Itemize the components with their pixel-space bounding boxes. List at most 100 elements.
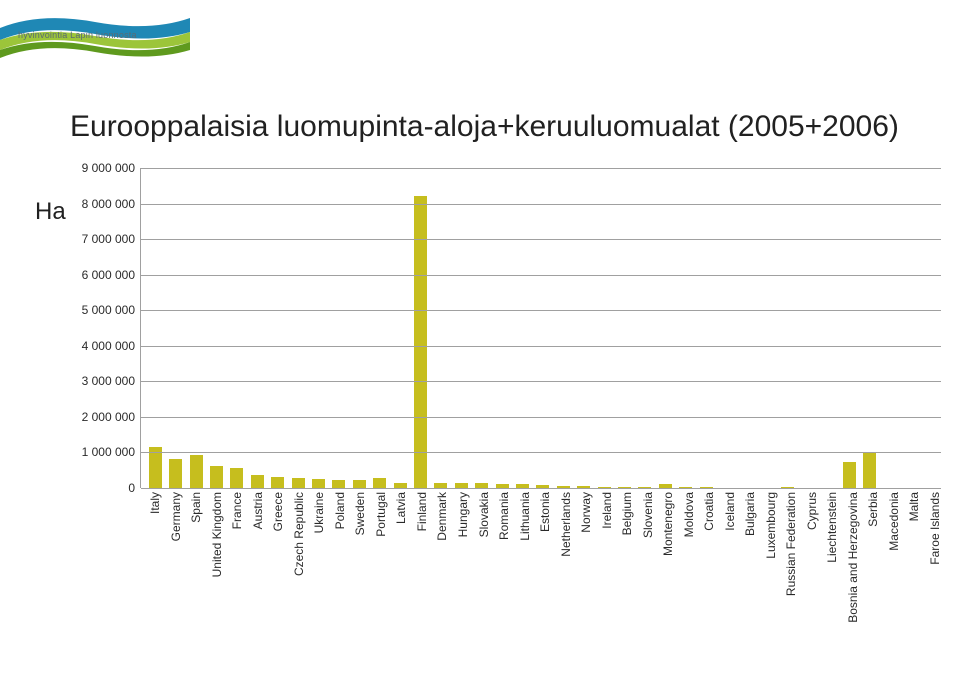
x-tick-label: Slovenia [641, 492, 655, 538]
bar-slot [288, 168, 308, 488]
bar-slot [614, 168, 634, 488]
x-tick-label: Finland [415, 492, 429, 531]
gridline [141, 381, 941, 382]
bar-slot [349, 168, 369, 488]
x-tick-label: Cyprus [805, 492, 819, 530]
bar-slot [655, 168, 675, 488]
bar-slot [696, 168, 716, 488]
bar [210, 466, 223, 488]
bar [230, 468, 243, 488]
bar [190, 455, 203, 488]
bar-slot [533, 168, 553, 488]
x-tick-label: Bosnia and Herzegovina [846, 492, 860, 623]
bar [414, 196, 427, 488]
y-tick-label: 6 000 000 [65, 268, 141, 282]
x-tick-label: Moldova [682, 492, 696, 537]
x-tick-label: Serbia [866, 492, 880, 527]
gridline [141, 417, 941, 418]
gridline [141, 346, 941, 347]
bar-slot [594, 168, 614, 488]
x-tick-label: Bulgaria [743, 492, 757, 536]
x-tick-label: Luxembourg [764, 492, 778, 559]
gridline [141, 168, 941, 169]
x-tick-label: Poland [333, 492, 347, 529]
bar-slot [900, 168, 920, 488]
slide: hyvinvointia Lapin luonnosta Eurooppalai… [0, 0, 960, 700]
bar [863, 452, 876, 488]
x-tick-label: Sweden [353, 492, 367, 535]
bar-slot [553, 168, 573, 488]
x-tick-label: Faroe Islands [928, 492, 942, 565]
y-tick-label: 2 000 000 [65, 410, 141, 424]
x-tick-label: Czech Republic [292, 492, 306, 576]
bar [251, 475, 264, 488]
x-tick-label: Lithuania [518, 492, 532, 541]
bar [843, 462, 856, 488]
bar-slot [880, 168, 900, 488]
bar-slot [410, 168, 430, 488]
bar [373, 478, 386, 488]
x-tick-label: Greece [271, 492, 285, 531]
bar-slot [451, 168, 471, 488]
bar-slot [206, 168, 226, 488]
y-axis-label: Ha [35, 198, 66, 226]
y-tick-label: 7 000 000 [65, 232, 141, 246]
x-tick-label: Iceland [723, 492, 737, 531]
bar-slot [757, 168, 777, 488]
y-tick-label: 0 [65, 481, 141, 495]
bar-slot [369, 168, 389, 488]
bar [271, 477, 284, 488]
gridline [141, 239, 941, 240]
gridline [141, 310, 941, 311]
gridline [141, 488, 941, 489]
x-tick-label: Slovakia [477, 492, 491, 537]
bar-slot [737, 168, 757, 488]
x-tick-label: Belgium [620, 492, 634, 535]
bar [353, 480, 366, 488]
x-tick-label: United Kingdom [210, 492, 224, 577]
bar-slot [574, 168, 594, 488]
x-tick-label: France [230, 492, 244, 529]
y-tick-label: 5 000 000 [65, 303, 141, 317]
bar-slot [390, 168, 410, 488]
bar-slot [329, 168, 349, 488]
x-tick-label: Liechtenstein [825, 492, 839, 563]
x-tick-label: Ireland [600, 492, 614, 529]
y-tick-label: 4 000 000 [65, 339, 141, 353]
x-tick-label: Macedonia [887, 492, 901, 551]
bar-slot [635, 168, 655, 488]
x-tick-label: Ukraine [312, 492, 326, 533]
bar [332, 480, 345, 488]
gridline [141, 275, 941, 276]
bar-slot [920, 168, 940, 488]
bar-slot [227, 168, 247, 488]
bar [312, 479, 325, 488]
bar-slot [676, 168, 696, 488]
bar [292, 478, 305, 488]
bar-slot [145, 168, 165, 488]
x-tick-label: Germany [169, 492, 183, 541]
x-tick-label: Croatia [702, 492, 716, 531]
gridline [141, 452, 941, 453]
bars-container [141, 168, 941, 488]
bar-slot [186, 168, 206, 488]
bar [169, 459, 182, 489]
x-tick-label: Denmark [435, 492, 449, 541]
bar-slot [716, 168, 736, 488]
bar-slot [308, 168, 328, 488]
bar-slot [247, 168, 267, 488]
y-tick-label: 3 000 000 [65, 374, 141, 388]
x-tick-label: Hungary [456, 492, 470, 537]
x-tick-label: Netherlands [559, 492, 573, 557]
bar-slot [472, 168, 492, 488]
x-tick-label: Malta [907, 492, 921, 521]
gridline [141, 204, 941, 205]
x-tick-label: Norway [579, 492, 593, 533]
bar-slot [859, 168, 879, 488]
bar-slot [839, 168, 859, 488]
y-tick-label: 8 000 000 [65, 197, 141, 211]
brand-logo: hyvinvointia Lapin luonnosta [0, 10, 190, 60]
bar-slot [778, 168, 798, 488]
chart-title: Eurooppalaisia luomupinta-aloja+keruuluo… [70, 110, 899, 144]
x-tick-label: Estonia [538, 492, 552, 532]
